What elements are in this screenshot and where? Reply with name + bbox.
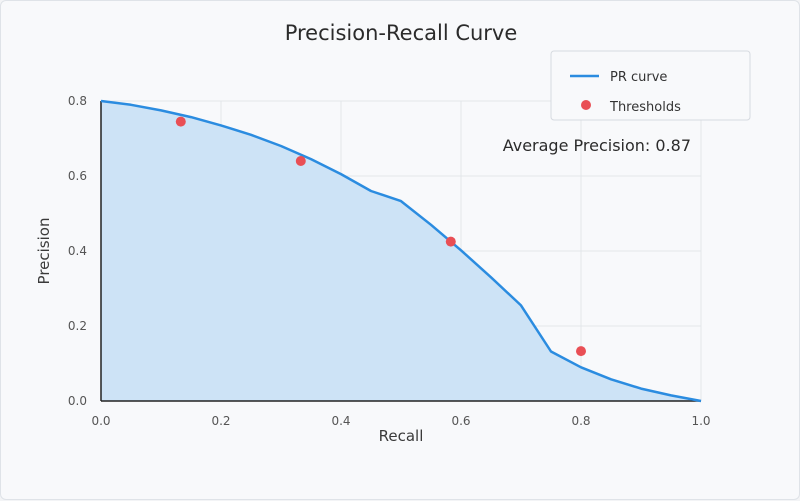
y-tick-label: 0.4 <box>68 244 87 258</box>
axes <box>100 101 701 402</box>
threshold-point <box>576 346 586 357</box>
pr-curve-line <box>100 99 702 403</box>
y-tick-labels: 0.0 0.2 0.4 0.6 0.8 <box>68 94 87 408</box>
x-tick-label: 0.6 <box>451 414 470 428</box>
legend-label-pr-curve: PR curve <box>610 70 667 85</box>
y-tick-label: 0.2 <box>68 319 87 333</box>
y-tick-label: 0.0 <box>68 394 87 408</box>
curve-line-layer <box>100 99 702 403</box>
x-tick-labels: 0.0 0.2 0.4 0.6 0.8 1.0 <box>91 414 710 428</box>
x-tick-label: 0.2 <box>211 414 230 428</box>
curve-fill-layer <box>101 101 701 401</box>
threshold-point <box>175 116 186 127</box>
average-precision-annotation: Average Precision: 0.87 <box>503 136 691 155</box>
y-tick-label: 0.8 <box>68 94 87 108</box>
y-axis-label: Precision <box>35 218 53 285</box>
threshold-points-layer <box>175 116 586 357</box>
x-tick-label: 0.8 <box>571 414 590 428</box>
x-axis-label: Recall <box>379 427 424 445</box>
legend-dot-swatch <box>581 100 591 110</box>
legend: PR curve Thresholds <box>550 50 751 121</box>
x-tick-label: 1.0 <box>691 414 710 428</box>
chart-title: Precision-Recall Curve <box>285 21 518 45</box>
legend-box <box>550 50 751 121</box>
x-tick-label: 0.0 <box>91 414 110 428</box>
y-tick-label: 0.6 <box>68 169 87 183</box>
legend-label-thresholds: Thresholds <box>609 100 681 115</box>
threshold-point <box>445 236 456 247</box>
pr-curve-area <box>101 101 701 401</box>
threshold-point <box>295 156 306 166</box>
x-tick-label: 0.4 <box>331 414 350 428</box>
